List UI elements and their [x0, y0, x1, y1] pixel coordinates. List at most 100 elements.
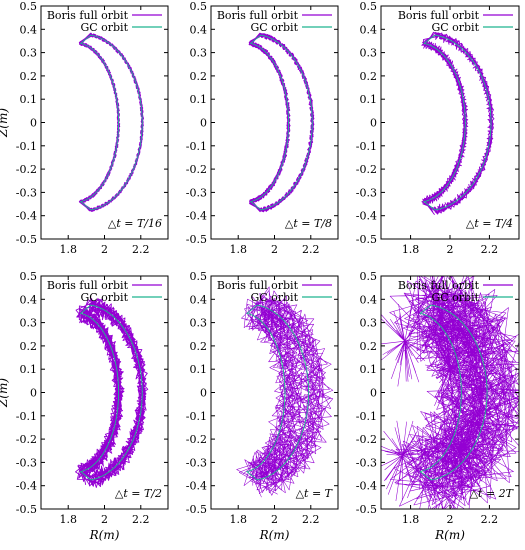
panel-bottom-left: 0.5 0.4 0.3 0.2 0.1 0 -0.1 -0.2 -0.3 -0.4 -0.5 1.8 2…	[0, 270, 169, 542]
y-tick-label: 0	[30, 387, 37, 400]
y-tick-label: 0.1	[360, 363, 378, 376]
y-tick-label: 0.2	[20, 70, 38, 83]
y-tick-label: -0.5	[356, 503, 377, 516]
y-tick-label: -0.2	[356, 433, 377, 446]
y-tick-label: 0	[200, 387, 207, 400]
y-tick-label: 0.3	[20, 47, 38, 60]
x-tick-label: 2	[101, 513, 108, 526]
timestep-annotation: △t = T/2	[115, 487, 162, 500]
plot-area	[421, 31, 495, 215]
series-gc-orbit	[419, 304, 488, 481]
legend-label: Boris full orbit	[217, 279, 299, 292]
panel-top-middle: 0.5 0.4 0.3 0.2 0.1 0 -0.1 -0.2 -0.3 -0.4 -0.5 1.8 2…	[186, 0, 339, 256]
timestep-annotation: △t = 2T	[470, 487, 515, 500]
y-tick-label: -0.2	[186, 163, 207, 176]
legend-label: GC orbit	[431, 291, 479, 304]
y-tick-label: 0.2	[190, 70, 208, 83]
x-tick-label: 1.8	[59, 243, 77, 256]
y-tick-label: 0.1	[190, 363, 208, 376]
x-tick-label: 2.2	[481, 513, 499, 526]
legend-label: Boris full orbit	[47, 279, 129, 292]
y-tick-label: 0.4	[190, 23, 208, 36]
x-tick-label: 2	[271, 243, 278, 256]
y-axis-title: Z(m)	[0, 378, 10, 408]
legend-label: Boris full orbit	[217, 9, 299, 22]
legend-label: Boris full orbit	[47, 9, 129, 22]
panel-bottom-middle: 0.5 0.4 0.3 0.2 0.1 0 -0.1 -0.2 -0.3 -0.4 -0.5 1.8 2…	[186, 270, 339, 542]
legend-label: GC orbit	[80, 21, 128, 34]
y-tick-label: -0.5	[186, 503, 207, 516]
y-tick-label: -0.1	[356, 140, 377, 153]
legend-label: GC orbit	[250, 291, 298, 304]
panel-top-right: 0.5 0.4 0.3 0.2 0.1 0 -0.1 -0.2 -0.3 -0.4 -0.5 1.8 2…	[356, 0, 520, 256]
series-gc-orbit	[79, 34, 143, 211]
y-tick-label: -0.4	[186, 210, 207, 223]
series-gc-orbit	[423, 34, 492, 211]
y-tick-label: -0.2	[356, 163, 377, 176]
y-tick-label: 0.2	[360, 70, 378, 83]
x-axis-title: R(m)	[259, 528, 290, 542]
y-tick-label: -0.4	[16, 210, 37, 223]
x-tick-label: 1.8	[59, 513, 77, 526]
legend-label: GC orbit	[431, 21, 479, 34]
legend-label: Boris full orbit	[398, 9, 480, 22]
plot-area	[236, 286, 334, 498]
series-boris-full-orbit	[75, 297, 149, 488]
y-tick-label: 0.4	[360, 293, 378, 306]
y-tick-label: 0.3	[360, 317, 378, 330]
y-tick-label: -0.5	[16, 233, 37, 246]
x-tick-label: 2.2	[302, 513, 320, 526]
plot-area	[78, 32, 144, 212]
y-tick-label: -0.4	[16, 480, 37, 493]
y-tick-label: -0.5	[16, 503, 37, 516]
y-tick-label: 0.3	[20, 317, 38, 330]
y-tick-label: -0.2	[186, 433, 207, 446]
timestep-annotation: △t = T/16	[108, 217, 162, 230]
y-tick-label: -0.2	[16, 163, 37, 176]
y-tick-label: -0.5	[186, 233, 207, 246]
x-tick-label: 2	[447, 243, 454, 256]
panel-bottom-right: 0.5 0.4 0.3 0.2 0.1 0 -0.1 -0.2 -0.3 -0.4 -0.5 1.8 2…	[356, 270, 520, 542]
y-tick-label: 0	[370, 117, 377, 130]
y-tick-label: 0.1	[20, 93, 38, 106]
x-tick-label: 1.8	[402, 243, 420, 256]
y-tick-label: 0.3	[190, 47, 208, 60]
x-tick-label: 2.2	[302, 243, 320, 256]
y-tick-label: 0.5	[190, 0, 208, 13]
y-tick-label: 0.2	[20, 340, 38, 353]
x-axis-title: R(m)	[89, 528, 120, 542]
y-tick-label: -0.1	[186, 410, 207, 423]
x-axis-title: R(m)	[434, 528, 465, 542]
y-tick-label: 0.3	[360, 47, 378, 60]
y-tick-label: -0.3	[186, 186, 207, 199]
y-tick-label: 0	[370, 387, 377, 400]
y-tick-label: -0.3	[186, 456, 207, 469]
panel-top-left: 0.5 0.4 0.3 0.2 0.1 0 -0.1 -0.2 -0.3 -0.4 -0.5 1.8 2…	[0, 0, 169, 256]
x-tick-label: 2	[447, 513, 454, 526]
series-gc-orbit	[246, 304, 310, 481]
plot-area	[248, 32, 315, 213]
y-tick-label: -0.4	[186, 480, 207, 493]
y-tick-label: 0.2	[360, 340, 378, 353]
timestep-annotation: △t = T/4	[466, 217, 513, 230]
plot-area	[75, 297, 149, 488]
y-tick-label: -0.3	[16, 186, 37, 199]
y-tick-label: 0.4	[190, 293, 208, 306]
x-tick-label: 2	[271, 513, 278, 526]
series-boris-full-orbit	[421, 31, 495, 215]
y-tick-label: -0.1	[16, 140, 37, 153]
series-gc-orbit	[249, 34, 313, 211]
legend-label: Boris full orbit	[398, 279, 480, 292]
x-tick-label: 1.8	[402, 513, 420, 526]
y-tick-label: -0.1	[356, 410, 377, 423]
y-tick-label: -0.2	[16, 433, 37, 446]
legend-label: GC orbit	[80, 291, 128, 304]
y-tick-label: 0.5	[20, 0, 38, 13]
y-tick-label: 0.1	[190, 93, 208, 106]
y-tick-label: 0.4	[20, 293, 38, 306]
timestep-annotation: △t = T/8	[285, 217, 332, 230]
y-tick-label: -0.3	[356, 186, 377, 199]
y-tick-label: -0.4	[356, 210, 377, 223]
y-tick-label: 0.3	[190, 317, 208, 330]
series-boris-full-orbit	[381, 276, 519, 509]
